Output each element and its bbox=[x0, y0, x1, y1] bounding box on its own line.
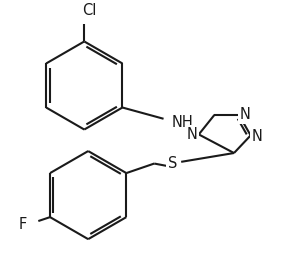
Text: F: F bbox=[19, 218, 27, 232]
Text: N: N bbox=[187, 127, 198, 142]
Text: NH: NH bbox=[171, 115, 193, 130]
Text: Cl: Cl bbox=[82, 3, 97, 18]
Text: S: S bbox=[168, 156, 177, 171]
Text: N: N bbox=[240, 107, 251, 122]
Text: N: N bbox=[252, 129, 263, 144]
